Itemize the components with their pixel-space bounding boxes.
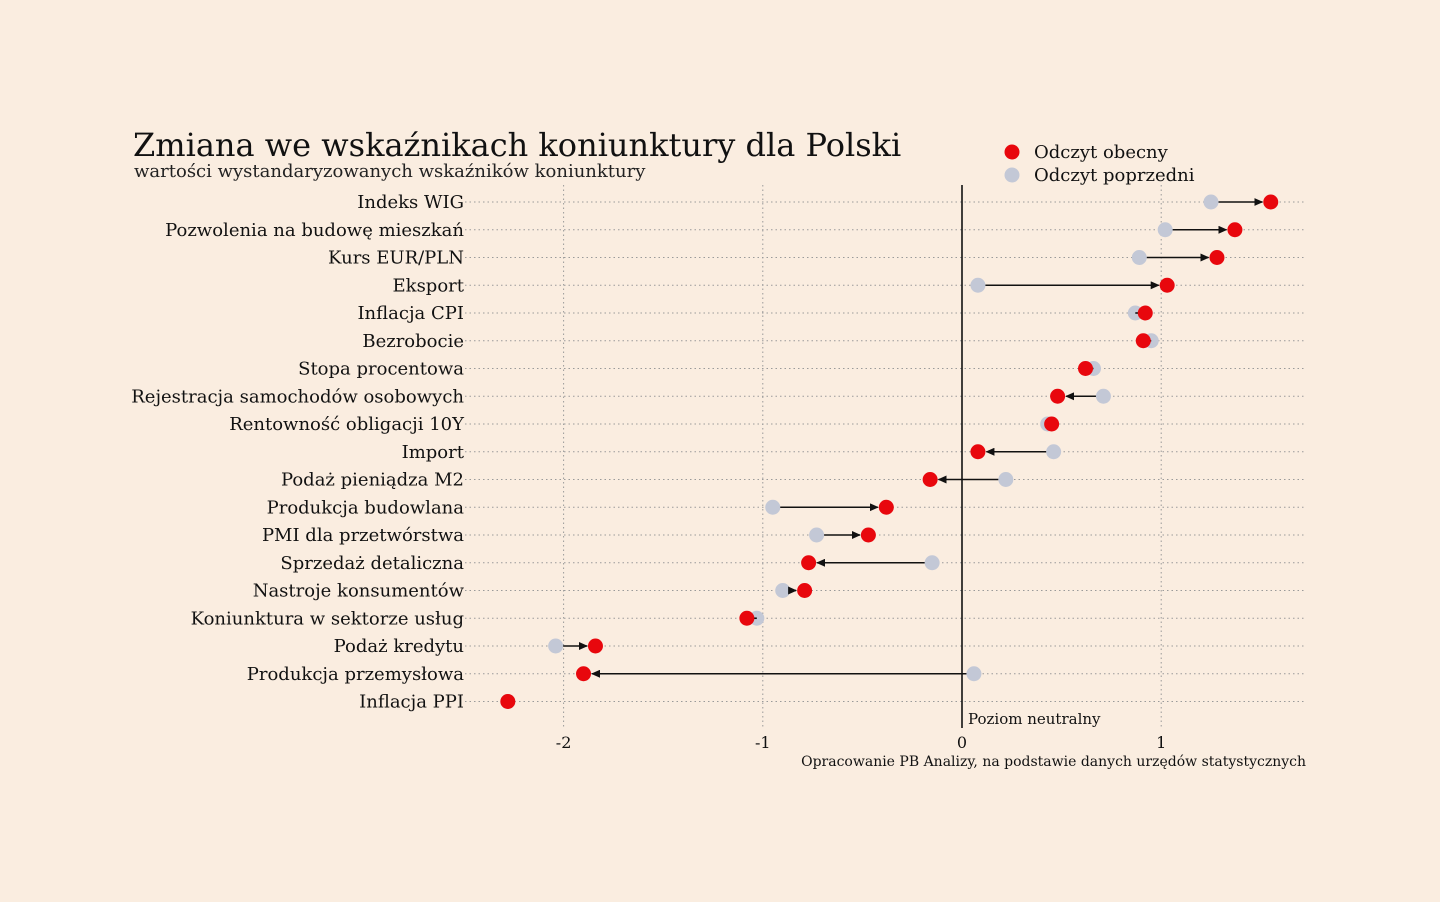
- source-note: Opracowanie PB Analizy, na podstawie dan…: [801, 754, 1306, 770]
- legend-current-label: Odczyt obecny: [1034, 142, 1169, 163]
- legend-current-marker: [1004, 144, 1020, 160]
- category-label: PMI dla przetwórstwa: [262, 525, 464, 546]
- current-dot: [797, 583, 813, 598]
- current-dot: [500, 694, 516, 709]
- previous-dot: [765, 499, 781, 515]
- x-tick-label: 1: [1156, 733, 1166, 752]
- current-dot: [587, 638, 603, 654]
- previous-dot: [970, 277, 986, 293]
- current-dot: [801, 555, 817, 571]
- previous-dot: [775, 583, 791, 598]
- current-dot: [922, 472, 938, 487]
- previous-dot: [1203, 194, 1219, 210]
- category-label: Stopa procentowa: [298, 359, 464, 380]
- previous-dot: [966, 666, 982, 682]
- current-dot: [1050, 388, 1066, 404]
- neutral-level-label: Poziom neutralny: [968, 710, 1101, 728]
- current-dot: [1209, 250, 1225, 265]
- x-tick-label: 0: [957, 733, 967, 752]
- previous-dot: [998, 472, 1014, 487]
- category-label: Nastroje konsumentów: [253, 581, 465, 602]
- previous-dot: [1046, 444, 1062, 460]
- previous-dot: [1157, 222, 1173, 238]
- category-label: Rentowność obligacji 10Y: [229, 414, 465, 435]
- data-marks: [500, 194, 1279, 709]
- category-label: Podaż kredytu: [334, 636, 464, 657]
- category-label: Inflacja PPI: [359, 692, 464, 713]
- category-label: Produkcja przemysłowa: [247, 664, 465, 685]
- x-tick-label: -1: [755, 733, 771, 752]
- category-label: Produkcja budowlana: [267, 497, 465, 518]
- current-dot: [860, 527, 876, 543]
- category-label: Sprzedaż detaliczna: [280, 553, 464, 574]
- category-label: Koniunktura w sektorze usług: [191, 608, 464, 629]
- current-dot: [1044, 416, 1060, 432]
- category-label: Eksport: [393, 275, 465, 296]
- current-dot: [1137, 305, 1153, 321]
- current-dot: [1263, 194, 1279, 210]
- current-dot: [1135, 333, 1151, 349]
- category-label: Inflacja CPI: [357, 303, 464, 324]
- previous-dot: [1095, 388, 1111, 404]
- category-label: Indeks WIG: [357, 192, 464, 213]
- category-label: Bezrobocie: [362, 331, 464, 352]
- previous-dot: [809, 527, 825, 543]
- category-label: Pozwolenia na budowę mieszkań: [165, 220, 464, 241]
- category-label: Import: [402, 442, 465, 463]
- legend-previous-label: Odczyt poprzedni: [1034, 165, 1195, 186]
- current-dot: [1227, 222, 1243, 238]
- previous-dot: [548, 638, 564, 654]
- category-labels: Indeks WIG Pozwolenia na budowę mieszkań K…: [131, 192, 465, 713]
- category-label: Rejestracja samochodów osobowych: [131, 386, 464, 407]
- x-tick-label: -2: [556, 733, 572, 752]
- previous-dot: [924, 555, 940, 571]
- current-dot: [576, 666, 592, 682]
- gridlines: [465, 185, 1306, 728]
- x-axis-ticks: -2 -1 0 1: [556, 733, 1166, 752]
- previous-dot: [1131, 250, 1147, 265]
- current-dot: [1159, 277, 1175, 293]
- category-label: Kurs EUR/PLN: [328, 248, 464, 269]
- chart-subtitle: wartości wystandaryzowanych wskaźników k…: [134, 161, 646, 182]
- current-dot: [1078, 361, 1094, 376]
- chart-title: Zmiana we wskaźnikach koniunktury dla Po…: [133, 126, 901, 164]
- current-dot: [878, 499, 894, 515]
- current-dot: [739, 610, 755, 626]
- legend: Odczyt obecny Odczyt poprzedni: [1004, 142, 1195, 186]
- current-dot: [970, 444, 986, 460]
- category-label: Podaż pieniądza M2: [281, 470, 464, 491]
- legend-previous-marker: [1004, 167, 1020, 183]
